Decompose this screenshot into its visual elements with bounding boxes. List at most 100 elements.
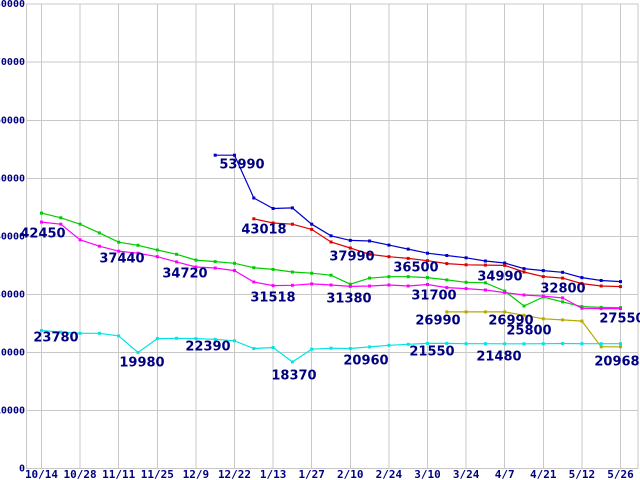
- series-red-point: [387, 255, 391, 259]
- price-label: 37440: [99, 252, 144, 267]
- series-olive-point: [503, 310, 507, 314]
- series-magenta-point: [580, 306, 584, 310]
- series-cyan-point: [40, 329, 43, 332]
- series-red-point: [541, 275, 545, 279]
- series-blue-point: [252, 196, 256, 200]
- series-olive-point: [445, 310, 449, 314]
- price-label: 37990: [329, 250, 374, 265]
- series-magenta-point: [310, 282, 314, 286]
- series-cyan-point: [136, 351, 140, 354]
- price-label: 20960: [343, 354, 388, 369]
- series-green-point: [155, 248, 159, 252]
- series-green-point: [97, 231, 101, 235]
- price-label: 21480: [476, 350, 521, 365]
- series-green-point: [406, 275, 410, 279]
- series-blue-point: [445, 254, 449, 257]
- y-tick-label: 20000: [0, 347, 25, 358]
- series-olive-point: [561, 318, 565, 322]
- x-tick-label: 2/10: [337, 468, 364, 480]
- series-green-point: [78, 222, 82, 226]
- series-magenta-point: [522, 293, 526, 297]
- series-blue-point: [426, 251, 429, 255]
- series-cyan-point: [503, 342, 507, 346]
- price-label: 23780: [33, 331, 78, 346]
- series-red: [252, 217, 622, 289]
- series-blue-point: [387, 243, 391, 247]
- series-blue-point: [329, 234, 333, 238]
- x-tick-label: 4/7: [495, 468, 515, 480]
- series-red-point: [483, 263, 487, 267]
- series-olive-point: [619, 345, 622, 349]
- y-tick-label: 10000: [0, 405, 25, 416]
- price-label: 36500: [393, 261, 438, 276]
- series-blue-point: [561, 270, 565, 274]
- x-tick-label: 3/24: [453, 468, 480, 480]
- series-red-point: [290, 222, 294, 226]
- series-green-point: [59, 216, 63, 220]
- series-cyan-point: [252, 347, 256, 350]
- series-green-point: [522, 304, 526, 308]
- x-tick-label: 4/21: [530, 468, 557, 480]
- series-blue-point: [310, 222, 314, 226]
- y-tick-label: 0: [19, 464, 25, 475]
- x-tick-label: 10/14: [25, 468, 58, 480]
- series-magenta-point: [483, 288, 487, 292]
- series-cyan-point: [599, 342, 603, 346]
- plot-border: [26, 3, 639, 469]
- series-red-point: [445, 262, 449, 266]
- y-tick-label: 40000: [0, 231, 25, 242]
- series-blue-point: [290, 206, 294, 210]
- series-blue-point: [406, 247, 410, 251]
- series-olive-point: [483, 310, 487, 314]
- series-green-point: [290, 270, 294, 274]
- price-label: 42450: [20, 227, 65, 242]
- series-cyan-point: [310, 347, 314, 351]
- y-tick-label: 50000: [0, 173, 25, 184]
- series-olive-point: [522, 313, 526, 317]
- price-label: 21550: [409, 345, 454, 360]
- series-green-point: [271, 267, 275, 271]
- value-annotations: 53990 43018 42450 37440 34720 31518 31380 37990…: [20, 158, 640, 384]
- series-blue-point: [271, 207, 275, 210]
- y-tick-label: 30000: [0, 289, 25, 300]
- series-green: [40, 211, 622, 310]
- price-label: 25800: [506, 324, 551, 339]
- series-magenta-point: [541, 294, 545, 298]
- price-label: 20968: [594, 355, 639, 370]
- price-label: 18370: [271, 369, 316, 384]
- series-red-point: [561, 276, 565, 280]
- series-green-point: [445, 278, 449, 282]
- price-label: 31518: [250, 291, 295, 306]
- series-green-point: [580, 305, 584, 309]
- series-olive: [445, 310, 622, 349]
- series-magenta-point: [290, 283, 294, 287]
- series-green-point: [464, 280, 468, 284]
- series-blue-point: [213, 153, 217, 157]
- x-tick-label: 5/12: [569, 468, 596, 480]
- series-cyan-point: [522, 342, 526, 346]
- series-blue-point: [368, 239, 372, 243]
- x-tick-label: 11/25: [141, 468, 174, 480]
- series-magenta-point: [271, 284, 275, 288]
- x-tick-label: 12/22: [218, 468, 251, 480]
- series-blue: [213, 153, 622, 284]
- series-green-point: [503, 289, 507, 293]
- series-magenta-point: [40, 220, 43, 224]
- series-red-point: [329, 240, 333, 244]
- series-green-point: [252, 266, 256, 270]
- price-label: 26990: [488, 314, 533, 329]
- x-tick-label: 10/28: [64, 468, 97, 480]
- x-tick-label: 5/26: [607, 468, 634, 480]
- series-cyan-point: [97, 331, 101, 335]
- series-red-point: [368, 252, 372, 256]
- x-tick-label: 2/24: [376, 468, 403, 480]
- series-cyan-point: [580, 342, 584, 346]
- series-green-point: [136, 243, 140, 247]
- series-cyan-point: [233, 339, 236, 343]
- series-magenta-point: [348, 284, 352, 288]
- series-red-point: [406, 256, 410, 260]
- price-label: 34990: [477, 270, 522, 285]
- series-cyan-point: [464, 342, 468, 346]
- series-red-point: [503, 263, 507, 267]
